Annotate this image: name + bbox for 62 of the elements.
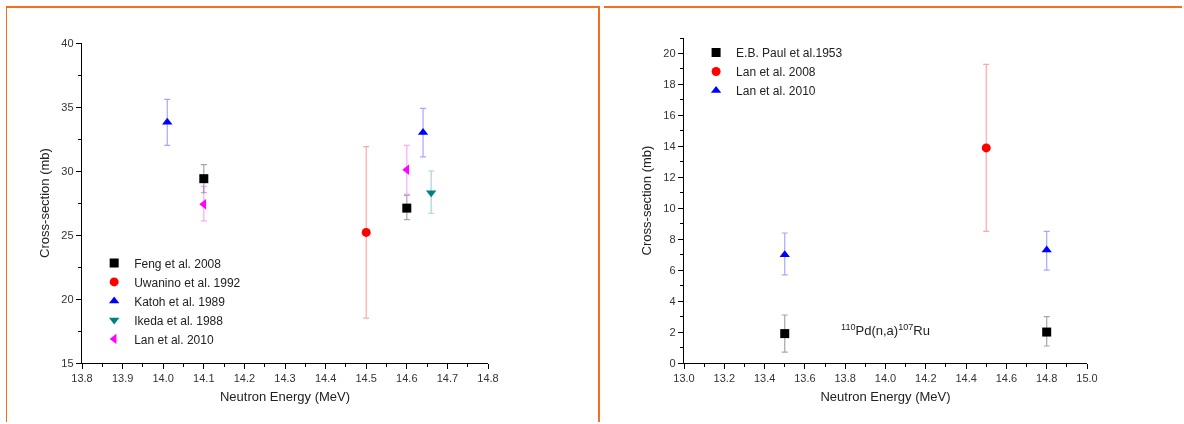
- x-tick-label: 14.7: [436, 372, 459, 385]
- point: [402, 164, 410, 175]
- x-tick-label: 13.9: [111, 372, 134, 385]
- x-tick-label: 13.4: [753, 372, 776, 385]
- point: [780, 329, 790, 339]
- x-tick-label: 14.4: [314, 372, 337, 385]
- x-tick-label: 13.8: [834, 372, 856, 385]
- y-tick-label: 15: [61, 356, 74, 369]
- point: [981, 143, 991, 153]
- x-tick-label: 14.3: [274, 372, 296, 385]
- y-tick-label: 14: [663, 140, 676, 153]
- point: [199, 199, 207, 210]
- legend-label: Lan et al. 2008: [736, 65, 816, 80]
- x-tick-label: 14.2: [233, 372, 256, 385]
- x-axis-title: Neutron Energy (MeV): [820, 388, 951, 404]
- x-tick-label: 14.6: [396, 372, 418, 385]
- x-tick-label: 14.8: [477, 372, 499, 385]
- x-tick-label: 13.2: [713, 372, 736, 385]
- point: [1042, 327, 1052, 337]
- y-tick-label: 35: [61, 100, 74, 113]
- x-tick-label: 14.4: [955, 372, 977, 385]
- x-tick-label: 14.0: [152, 372, 174, 385]
- y-tick-label: 25: [61, 228, 74, 241]
- x-tick-label: 14.0: [874, 372, 897, 385]
- y-tick-label: 16: [663, 109, 676, 122]
- y-tick-label: 8: [669, 233, 676, 246]
- legend-label: E.B. Paul et al.1953: [736, 46, 843, 61]
- x-tick-label: 14.1: [193, 372, 215, 385]
- annotation: $^{110}$Pd(n,a)$^{107}$Ru: [841, 322, 930, 339]
- x-tick-label: 13.8: [71, 372, 93, 385]
- y-axis-title: Cross-section (mb): [639, 145, 655, 256]
- x-tick-label: 15.0: [1076, 372, 1098, 385]
- y-tick-label: 2: [669, 325, 676, 338]
- y-axis-title: Cross-section (mb): [37, 148, 53, 258]
- legend-label: Feng et al. 2008: [134, 256, 222, 271]
- x-tick-label: 14.6: [995, 372, 1018, 385]
- legend-label: Uwanino et al. 1992: [134, 275, 241, 290]
- y-tick-label: 40: [61, 36, 74, 49]
- x-tick-label: 14.5: [355, 372, 377, 385]
- legend-label: Katoh et al. 1989: [134, 294, 226, 309]
- legend-label: Lan et al. 2010: [736, 84, 816, 99]
- x-tick-label: 14.2: [915, 372, 937, 385]
- y-tick-label: 10: [663, 202, 676, 215]
- point: [361, 227, 371, 237]
- point: [402, 203, 412, 213]
- x-tick-label: 13.6: [794, 372, 816, 385]
- y-tick-label: 0: [669, 356, 676, 369]
- y-tick-label: 12: [663, 171, 676, 184]
- y-tick-label: 6: [669, 263, 676, 276]
- y-tick-label: 30: [61, 164, 74, 177]
- point: [1041, 245, 1052, 253]
- legend-label: Lan et al. 2010: [134, 332, 214, 347]
- x-tick-label: 14.8: [1035, 372, 1058, 385]
- y-tick-label: 18: [663, 78, 676, 91]
- point: [199, 174, 209, 184]
- y-tick-label: 20: [61, 292, 74, 305]
- x-axis-title: Neutron Energy (MeV): [219, 388, 351, 404]
- point: [162, 117, 173, 125]
- y-tick-label: 20: [663, 47, 676, 60]
- legend-label: Ikeda et al. 1988: [134, 313, 224, 328]
- x-tick-label: 13.0: [673, 372, 695, 385]
- y-tick-label: 4: [669, 294, 676, 307]
